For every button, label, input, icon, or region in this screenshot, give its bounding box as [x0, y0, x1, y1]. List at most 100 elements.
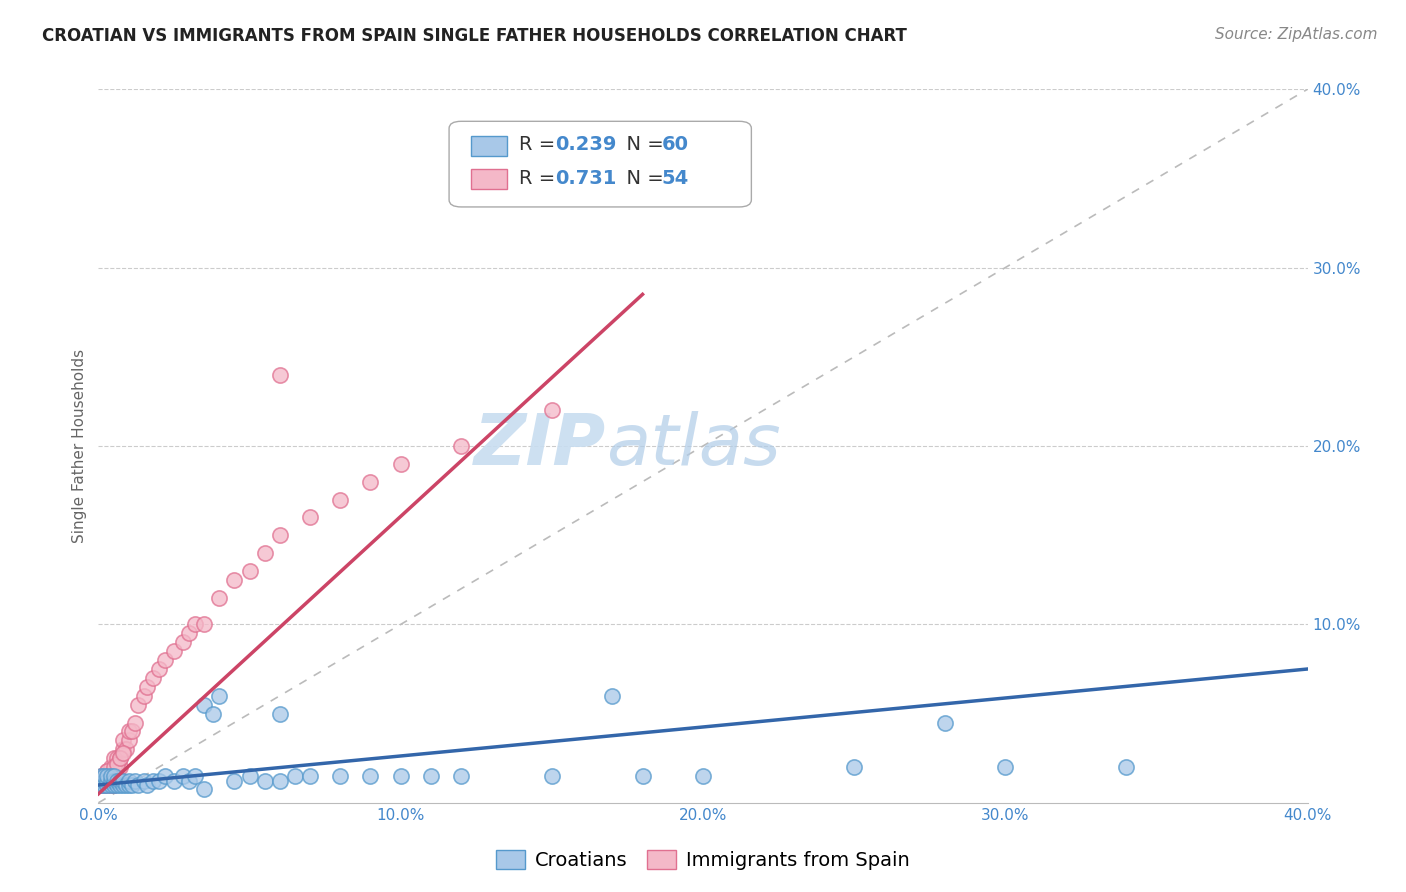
Point [124, 774, 146, 789]
Legend: Croatians, Immigrants from Spain: Croatians, Immigrants from Spain [488, 842, 918, 878]
Point [93, 769, 115, 783]
Point [208, 689, 231, 703]
Point [105, 756, 128, 771]
Text: N =: N = [613, 169, 669, 188]
Point [100, 774, 122, 789]
Point [105, 751, 128, 765]
Point [208, 591, 231, 605]
Point [93, 774, 115, 789]
Point [299, 769, 322, 783]
Point [329, 492, 352, 507]
Point [148, 662, 170, 676]
Point [135, 680, 157, 694]
Point [329, 769, 352, 783]
Point [540, 769, 562, 783]
Point [111, 778, 134, 792]
Point [118, 774, 141, 789]
Y-axis label: Single Father Households: Single Father Households [72, 349, 87, 543]
Point [239, 769, 262, 783]
Point [132, 774, 155, 789]
Point [90, 769, 112, 783]
Point [108, 751, 131, 765]
Point [121, 778, 143, 792]
Point [111, 774, 134, 789]
Point [184, 769, 207, 783]
Point [96, 764, 118, 778]
Point [360, 769, 382, 783]
Point [179, 626, 201, 640]
Point [118, 733, 141, 747]
Point [148, 774, 170, 789]
Point [269, 528, 291, 542]
Text: 0.239: 0.239 [555, 136, 617, 154]
Point [90, 778, 112, 792]
Point [100, 778, 122, 792]
Point [127, 778, 149, 792]
Point [105, 774, 128, 789]
Point [142, 671, 165, 685]
Point [118, 724, 141, 739]
Point [389, 769, 412, 783]
Point [118, 778, 141, 792]
Point [420, 769, 443, 783]
Point [93, 778, 115, 792]
Point [602, 689, 624, 703]
Point [224, 774, 246, 789]
Point [934, 715, 956, 730]
Point [132, 689, 155, 703]
Point [124, 715, 146, 730]
Point [360, 475, 382, 489]
Point [96, 778, 118, 792]
Point [994, 760, 1017, 774]
Point [103, 778, 125, 792]
Text: 60: 60 [662, 136, 689, 154]
Point [100, 760, 122, 774]
Point [253, 774, 276, 789]
Point [692, 769, 714, 783]
Point [127, 698, 149, 712]
Point [153, 653, 176, 667]
Text: ZIP: ZIP [474, 411, 606, 481]
Point [121, 724, 143, 739]
Point [90, 769, 112, 783]
FancyBboxPatch shape [471, 169, 508, 189]
Point [103, 751, 125, 765]
Point [100, 778, 122, 792]
Point [111, 746, 134, 760]
Point [540, 403, 562, 417]
Point [450, 439, 472, 453]
Point [1115, 760, 1137, 774]
Text: 54: 54 [662, 169, 689, 188]
Point [184, 617, 207, 632]
Point [96, 774, 118, 789]
Point [631, 769, 654, 783]
Point [108, 778, 131, 792]
Point [114, 742, 136, 756]
Point [163, 774, 186, 789]
FancyBboxPatch shape [471, 136, 508, 155]
Point [96, 778, 118, 792]
Text: atlas: atlas [606, 411, 780, 481]
Point [96, 774, 118, 789]
Point [103, 774, 125, 789]
Point [179, 774, 201, 789]
Text: N =: N = [613, 136, 669, 154]
Point [90, 774, 112, 789]
Point [224, 573, 246, 587]
Text: R =: R = [519, 169, 562, 188]
Point [90, 778, 112, 792]
Point [253, 546, 276, 560]
Point [299, 510, 322, 524]
Text: Source: ZipAtlas.com: Source: ZipAtlas.com [1215, 27, 1378, 42]
Point [142, 774, 165, 789]
Point [96, 764, 118, 778]
Text: R =: R = [519, 136, 562, 154]
Point [269, 368, 291, 382]
Point [108, 751, 131, 765]
Point [103, 778, 125, 792]
Point [105, 769, 128, 783]
Text: 0.731: 0.731 [555, 169, 617, 188]
Point [111, 733, 134, 747]
Point [103, 760, 125, 774]
Point [108, 760, 131, 774]
